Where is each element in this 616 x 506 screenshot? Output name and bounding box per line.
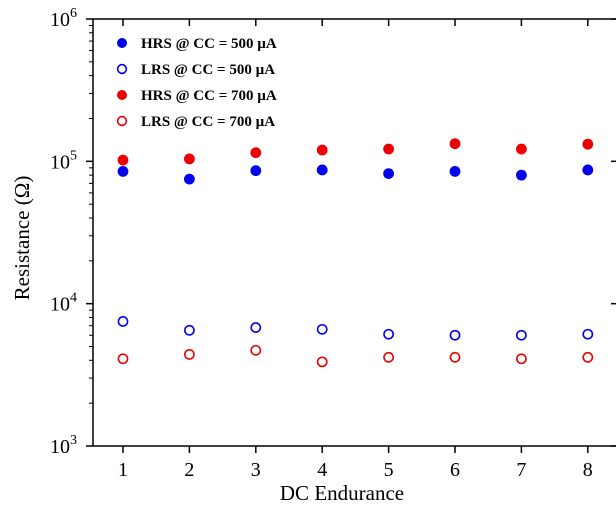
legend-label: LRS @ CC = 700 µA [141, 114, 275, 130]
x-tick-label: 4 [317, 459, 327, 481]
data-point [250, 147, 262, 159]
legend-label: HRS @ CC = 700 µA [141, 88, 277, 104]
x-tick-label: 1 [118, 459, 128, 481]
data-point [183, 153, 195, 165]
x-axis-title: DC Endurance [280, 481, 404, 505]
data-point [582, 351, 594, 363]
data-markers [117, 138, 594, 368]
data-point [316, 356, 328, 368]
data-point [582, 138, 594, 150]
data-point [117, 165, 129, 177]
x-tick-label: 5 [384, 459, 394, 481]
data-point [183, 324, 195, 336]
x-tick-label: 6 [450, 459, 460, 481]
data-point [117, 353, 129, 365]
data-point [316, 144, 328, 156]
data-point [449, 351, 461, 363]
legend-marker [116, 63, 128, 75]
legend-marker [117, 90, 128, 101]
data-point [582, 164, 594, 176]
data-point [582, 328, 594, 340]
data-point [383, 351, 394, 363]
data-point [117, 316, 129, 327]
data-point [117, 154, 129, 166]
y-tick-labels: 103 104 105 106 [50, 6, 77, 458]
axis-ticks [86, 18, 616, 453]
data-point [449, 329, 461, 341]
legend: HRS @ CC = 500 µA LRS @ CC = 500 µA HRS @ … [116, 36, 277, 130]
x-tick-label: 3 [251, 459, 261, 481]
data-point [183, 173, 195, 185]
data-point [383, 143, 395, 155]
x-tick-label: 7 [516, 459, 526, 481]
data-point [516, 143, 527, 155]
data-point [250, 165, 262, 177]
x-tick-label: 8 [583, 459, 593, 481]
data-point [383, 328, 394, 340]
data-point [383, 168, 395, 180]
x-tick-labels: 1 2 3 4 5 6 7 8 [118, 459, 593, 481]
data-point [316, 164, 328, 176]
y-axis-title: Resistance (Ω) [10, 176, 34, 301]
y-tick-label: 103 [50, 433, 77, 458]
data-point [449, 138, 461, 150]
data-point [183, 349, 195, 360]
legend-marker [117, 38, 128, 49]
x-tick-label: 2 [184, 459, 194, 481]
data-point [250, 344, 262, 356]
legend-label: HRS @ CC = 500 µA [141, 36, 277, 52]
data-point [316, 323, 328, 335]
legend-marker [116, 115, 128, 127]
data-point [516, 329, 527, 341]
y-tick-label: 104 [50, 291, 77, 316]
data-point [516, 169, 527, 181]
data-point [516, 353, 527, 365]
y-tick-label: 106 [50, 6, 77, 31]
data-point [250, 322, 262, 333]
plot-frame [92, 18, 616, 447]
data-point [449, 165, 461, 177]
y-tick-label: 105 [50, 148, 77, 173]
legend-label: LRS @ CC = 500 µA [141, 62, 275, 78]
